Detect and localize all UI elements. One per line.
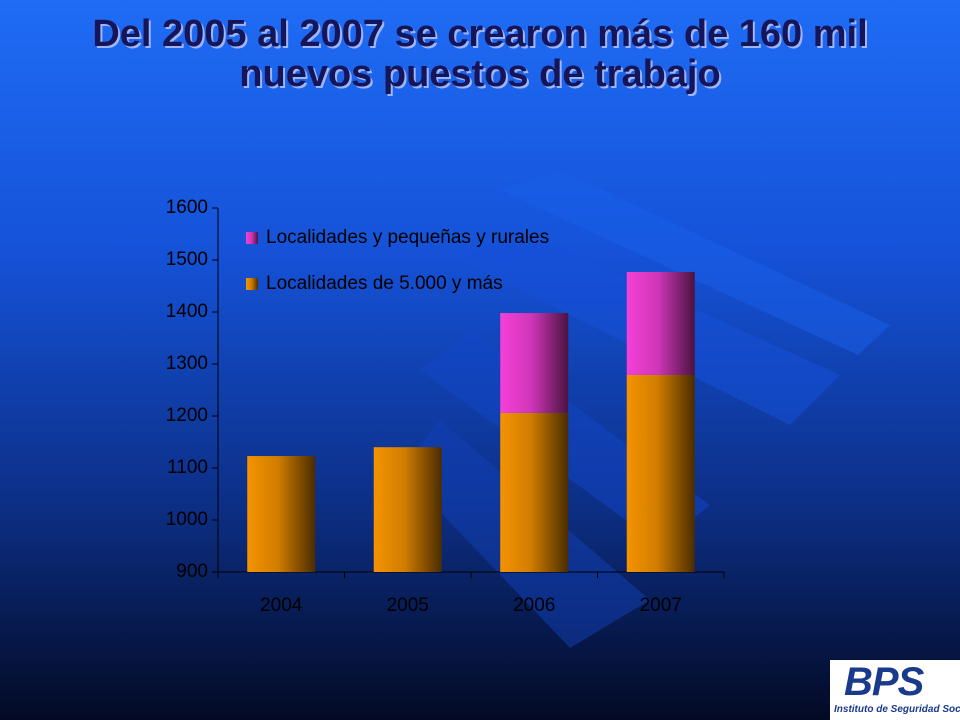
x-tick-label: 2006	[513, 595, 555, 616]
y-tick-label: 1600	[166, 197, 208, 218]
legend-swatch	[246, 232, 258, 244]
x-tick-label: 2007	[640, 595, 682, 616]
legend-label: Localidades y pequeñas y rurales	[266, 227, 549, 248]
y-tick-label: 1200	[166, 405, 208, 426]
y-tick-label: 1100	[167, 457, 208, 478]
x-tick-label: 2005	[387, 595, 429, 616]
logo-name: BPS	[844, 660, 924, 704]
bar-segment	[500, 313, 569, 413]
x-tick-label: 2004	[260, 595, 303, 616]
slide-title: Del 2005 al 2007 se crearon más de 160 m…	[92, 13, 868, 95]
y-tick-label: 1000	[166, 509, 208, 530]
bar-segment	[500, 412, 569, 572]
legend-swatch	[246, 278, 258, 290]
logo-subtitle: Instituto de Seguridad Social	[834, 704, 960, 715]
legend-label: Localidades de 5.000 y más	[266, 273, 503, 294]
y-tick-label: 1400	[166, 301, 208, 322]
y-tick-label: 1300	[166, 353, 208, 374]
y-tick-label: 900	[176, 561, 208, 582]
bar-segment	[626, 271, 695, 375]
bar-segment	[626, 374, 695, 572]
y-tick-label: 1500	[166, 249, 208, 270]
bar-segment	[373, 447, 442, 572]
bar-segment	[247, 456, 316, 572]
logo: BPS Instituto de Seguridad Social	[830, 660, 960, 720]
